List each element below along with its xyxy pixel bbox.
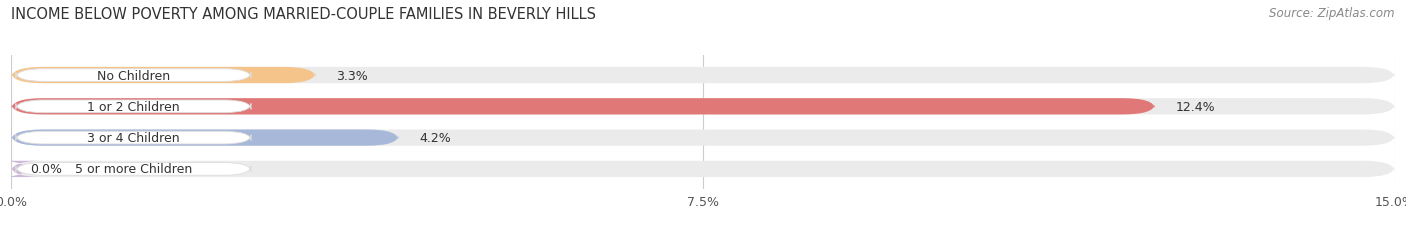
FancyBboxPatch shape bbox=[11, 68, 315, 84]
Text: 4.2%: 4.2% bbox=[419, 131, 451, 144]
FancyBboxPatch shape bbox=[0, 161, 44, 177]
Text: 12.4%: 12.4% bbox=[1175, 100, 1215, 113]
Text: Source: ZipAtlas.com: Source: ZipAtlas.com bbox=[1270, 7, 1395, 20]
FancyBboxPatch shape bbox=[11, 130, 399, 146]
Text: INCOME BELOW POVERTY AMONG MARRIED-COUPLE FAMILIES IN BEVERLY HILLS: INCOME BELOW POVERTY AMONG MARRIED-COUPL… bbox=[11, 7, 596, 22]
FancyBboxPatch shape bbox=[11, 99, 1154, 115]
Text: 1 or 2 Children: 1 or 2 Children bbox=[87, 100, 180, 113]
FancyBboxPatch shape bbox=[15, 132, 252, 144]
Text: 0.0%: 0.0% bbox=[30, 163, 62, 176]
FancyBboxPatch shape bbox=[15, 100, 252, 113]
Text: 3.3%: 3.3% bbox=[336, 69, 367, 82]
Text: 3 or 4 Children: 3 or 4 Children bbox=[87, 131, 180, 144]
Text: No Children: No Children bbox=[97, 69, 170, 82]
FancyBboxPatch shape bbox=[11, 161, 1395, 177]
FancyBboxPatch shape bbox=[15, 163, 252, 176]
FancyBboxPatch shape bbox=[11, 68, 1395, 84]
FancyBboxPatch shape bbox=[11, 99, 1395, 115]
FancyBboxPatch shape bbox=[11, 130, 1395, 146]
FancyBboxPatch shape bbox=[15, 69, 252, 82]
Text: 5 or more Children: 5 or more Children bbox=[75, 163, 193, 176]
